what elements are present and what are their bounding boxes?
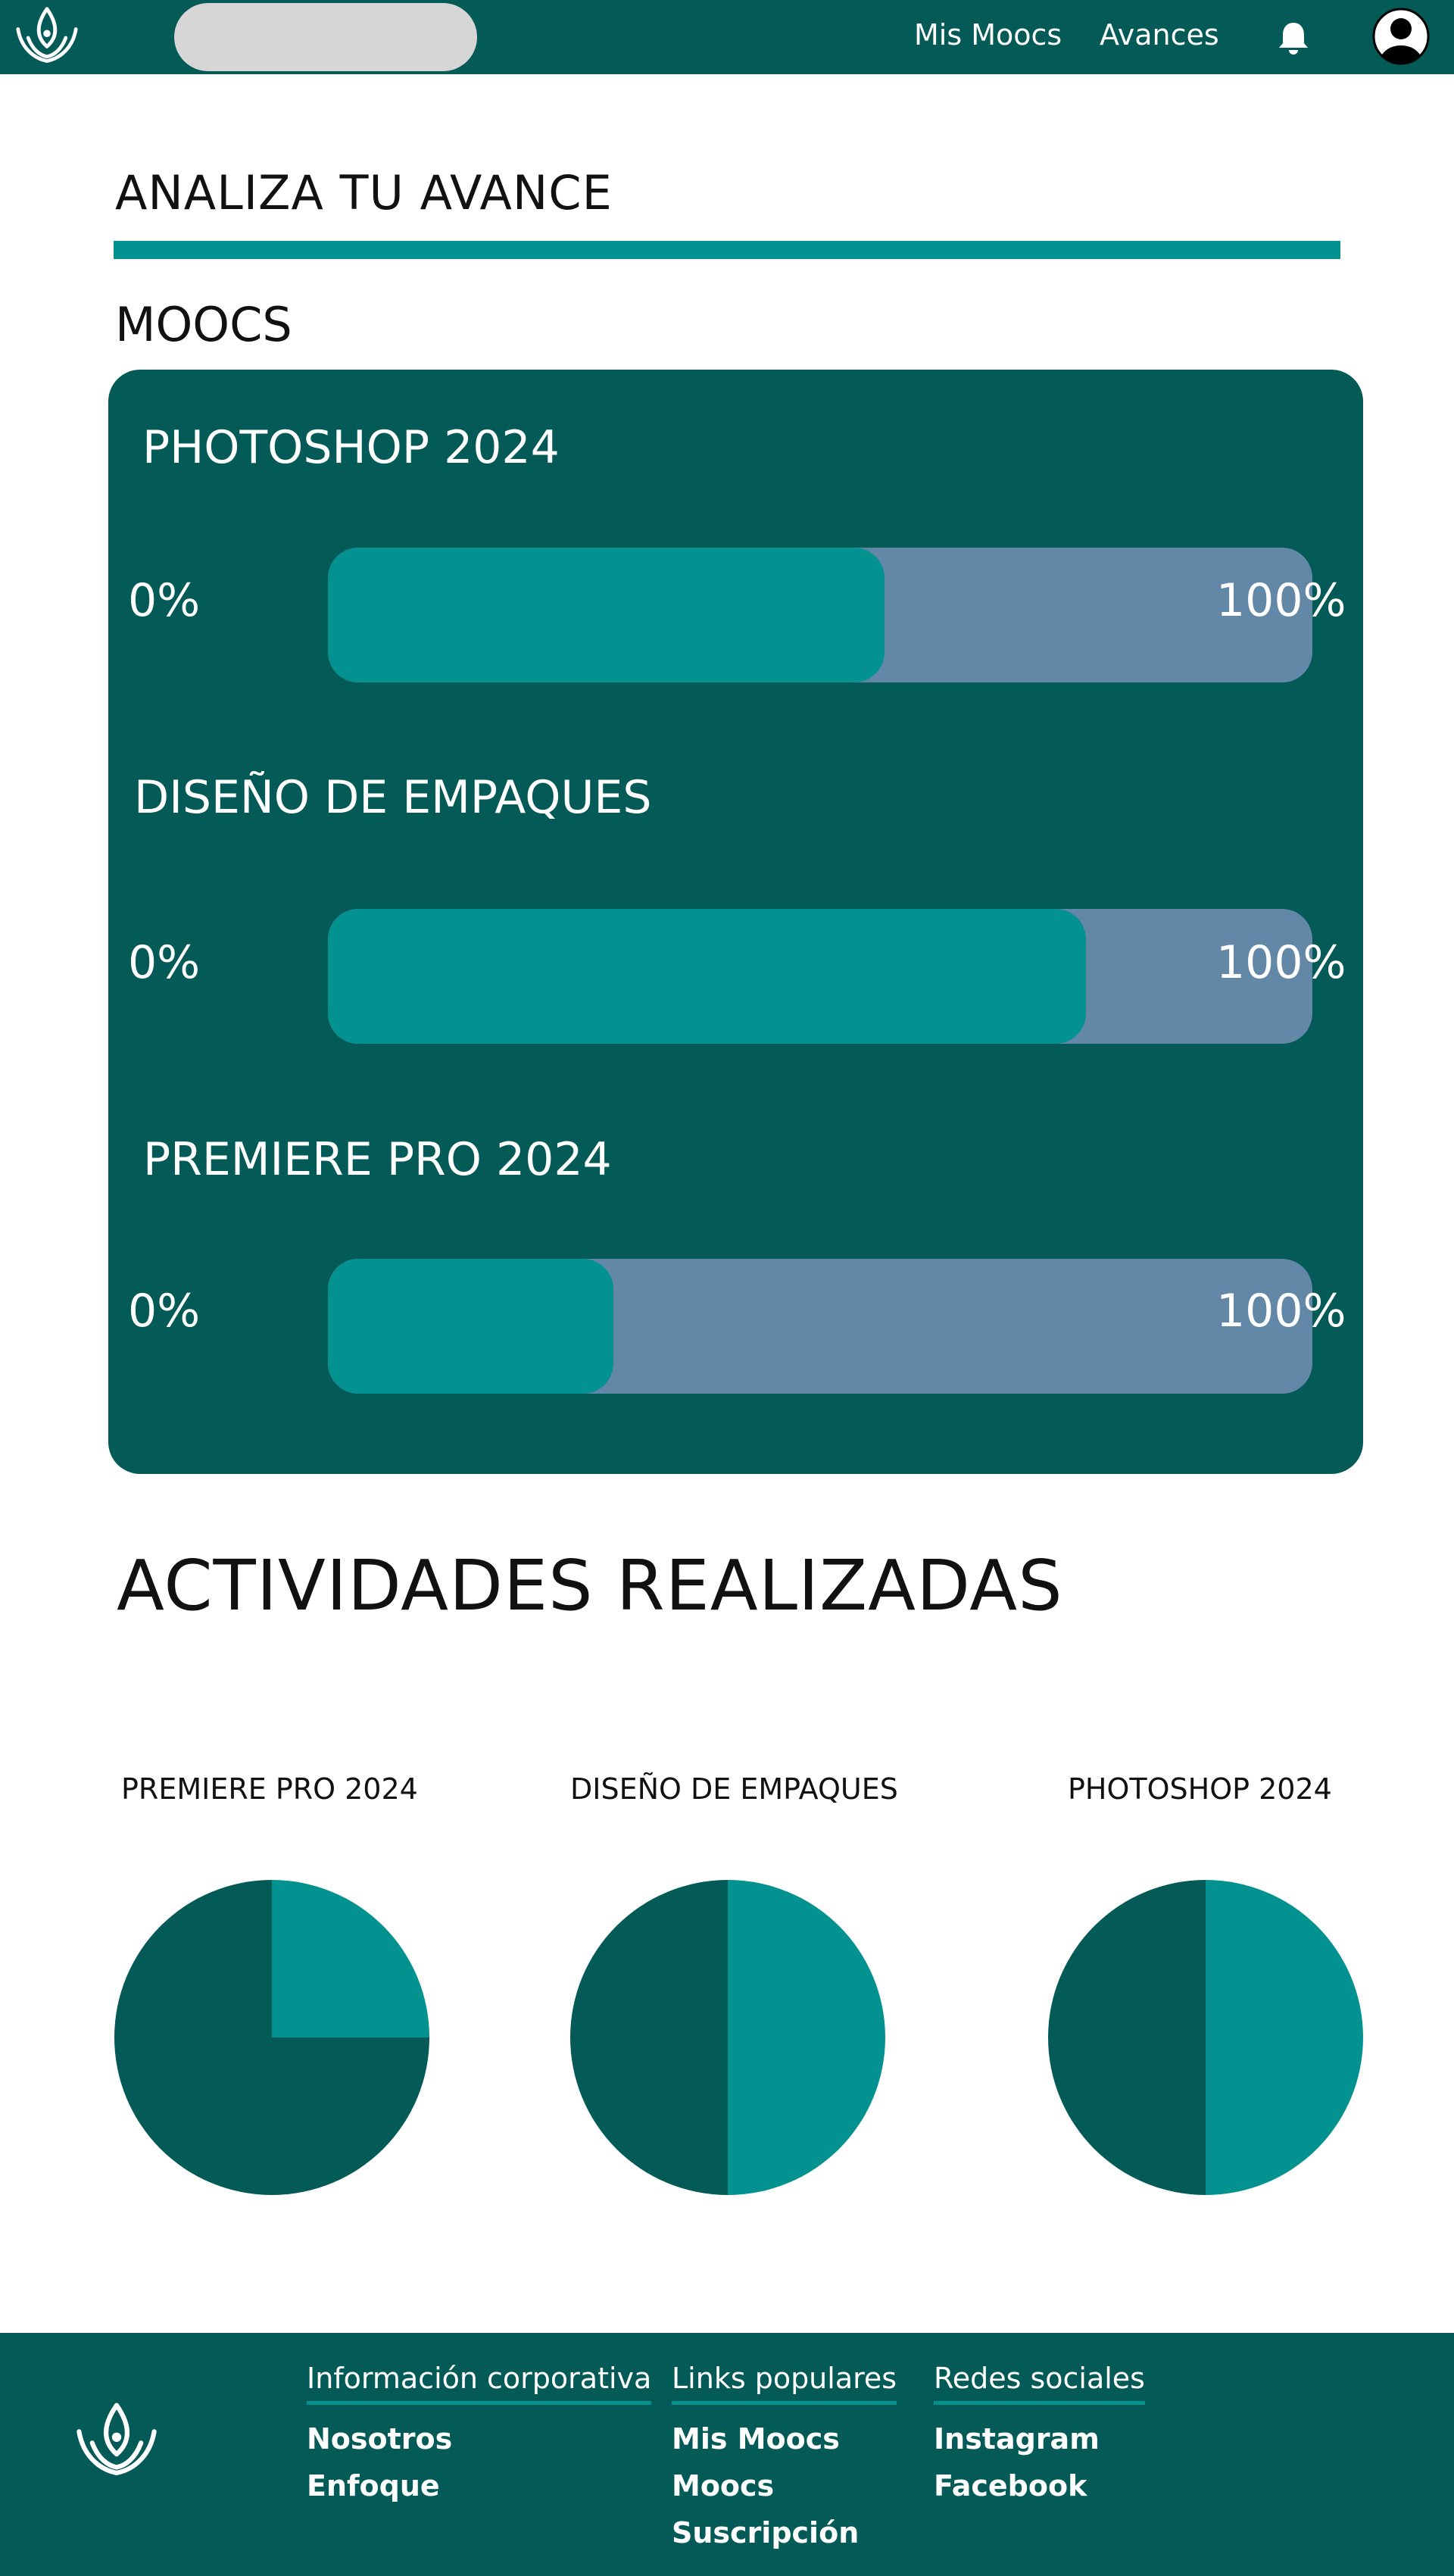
footer-link-nosotros[interactable]: Nosotros — [307, 2422, 453, 2456]
pie-title: DISEÑO DE EMPAQUES — [570, 1772, 898, 1806]
footer-link-mis-moocs[interactable]: Mis Moocs — [672, 2422, 840, 2456]
progress-track — [328, 1259, 1312, 1394]
moocs-section-label: MOOCS — [115, 297, 292, 352]
progress-min-label: 0% — [128, 936, 201, 989]
footer-column-title: Redes sociales — [934, 2362, 1145, 2405]
bell-icon[interactable] — [1277, 20, 1310, 56]
footer-column-title: Información corporativa — [307, 2362, 652, 2405]
page-title: ANALIZA TU AVANCE — [115, 165, 613, 220]
progress-max-label: 100% — [1216, 936, 1346, 989]
user-avatar-icon[interactable] — [1372, 8, 1430, 65]
footer-link-instagram[interactable]: Instagram — [934, 2422, 1100, 2456]
course-title: PREMIERE PRO 2024 — [143, 1133, 612, 1186]
progress-fill — [328, 548, 885, 682]
footer-link-suscripcion[interactable]: Suscripción — [672, 2516, 860, 2549]
progress-track — [328, 909, 1312, 1044]
pie-slice-1 — [570, 1880, 728, 2195]
course-title: DISEÑO DE EMPAQUES — [134, 771, 652, 824]
search-input[interactable] — [174, 3, 477, 71]
leaf-logo-icon[interactable] — [11, 5, 83, 70]
footer-link-enfoque[interactable]: Enfoque — [307, 2469, 440, 2503]
pie-chart-photoshop — [1048, 1880, 1363, 2195]
footer-link-moocs[interactable]: Moocs — [672, 2469, 775, 2503]
pie-slice-0 — [1206, 1880, 1363, 2195]
progress-min-label: 0% — [128, 574, 201, 627]
site-footer: Información corporativa Nosotros Enfoque… — [0, 2333, 1454, 2576]
footer-link-facebook[interactable]: Facebook — [934, 2469, 1087, 2503]
pie-chart-premiere — [114, 1880, 429, 2195]
progress-fill — [328, 1259, 613, 1394]
nav-avances-link[interactable]: Avances — [1100, 18, 1219, 52]
activities-title: ACTIVIDADES REALIZADAS — [117, 1545, 1063, 1626]
course-title: PHOTOSHOP 2024 — [142, 421, 560, 474]
progress-min-label: 0% — [128, 1285, 201, 1338]
pie-title: PREMIERE PRO 2024 — [121, 1772, 418, 1806]
moocs-progress-panel: PHOTOSHOP 2024 0% 100% DISEÑO DE EMPAQUE… — [108, 370, 1363, 1474]
progress-max-label: 100% — [1216, 1285, 1346, 1338]
footer-column-title: Links populares — [672, 2362, 897, 2405]
title-divider — [114, 241, 1340, 259]
pie-slice-1 — [1048, 1880, 1206, 2195]
pie-slice-0 — [272, 1880, 429, 2037]
progress-max-label: 100% — [1216, 574, 1346, 627]
leaf-logo-icon[interactable] — [70, 2400, 164, 2484]
pie-chart-empaques — [570, 1880, 885, 2195]
progress-fill — [328, 909, 1086, 1044]
pie-slice-1 — [114, 1880, 429, 2195]
pie-slice-0 — [728, 1880, 885, 2195]
pie-title: PHOTOSHOP 2024 — [1068, 1772, 1332, 1806]
nav-mis-moocs-link[interactable]: Mis Moocs — [914, 18, 1062, 52]
progress-track — [328, 548, 1312, 682]
top-navigation-bar: Mis Moocs Avances — [0, 0, 1454, 74]
